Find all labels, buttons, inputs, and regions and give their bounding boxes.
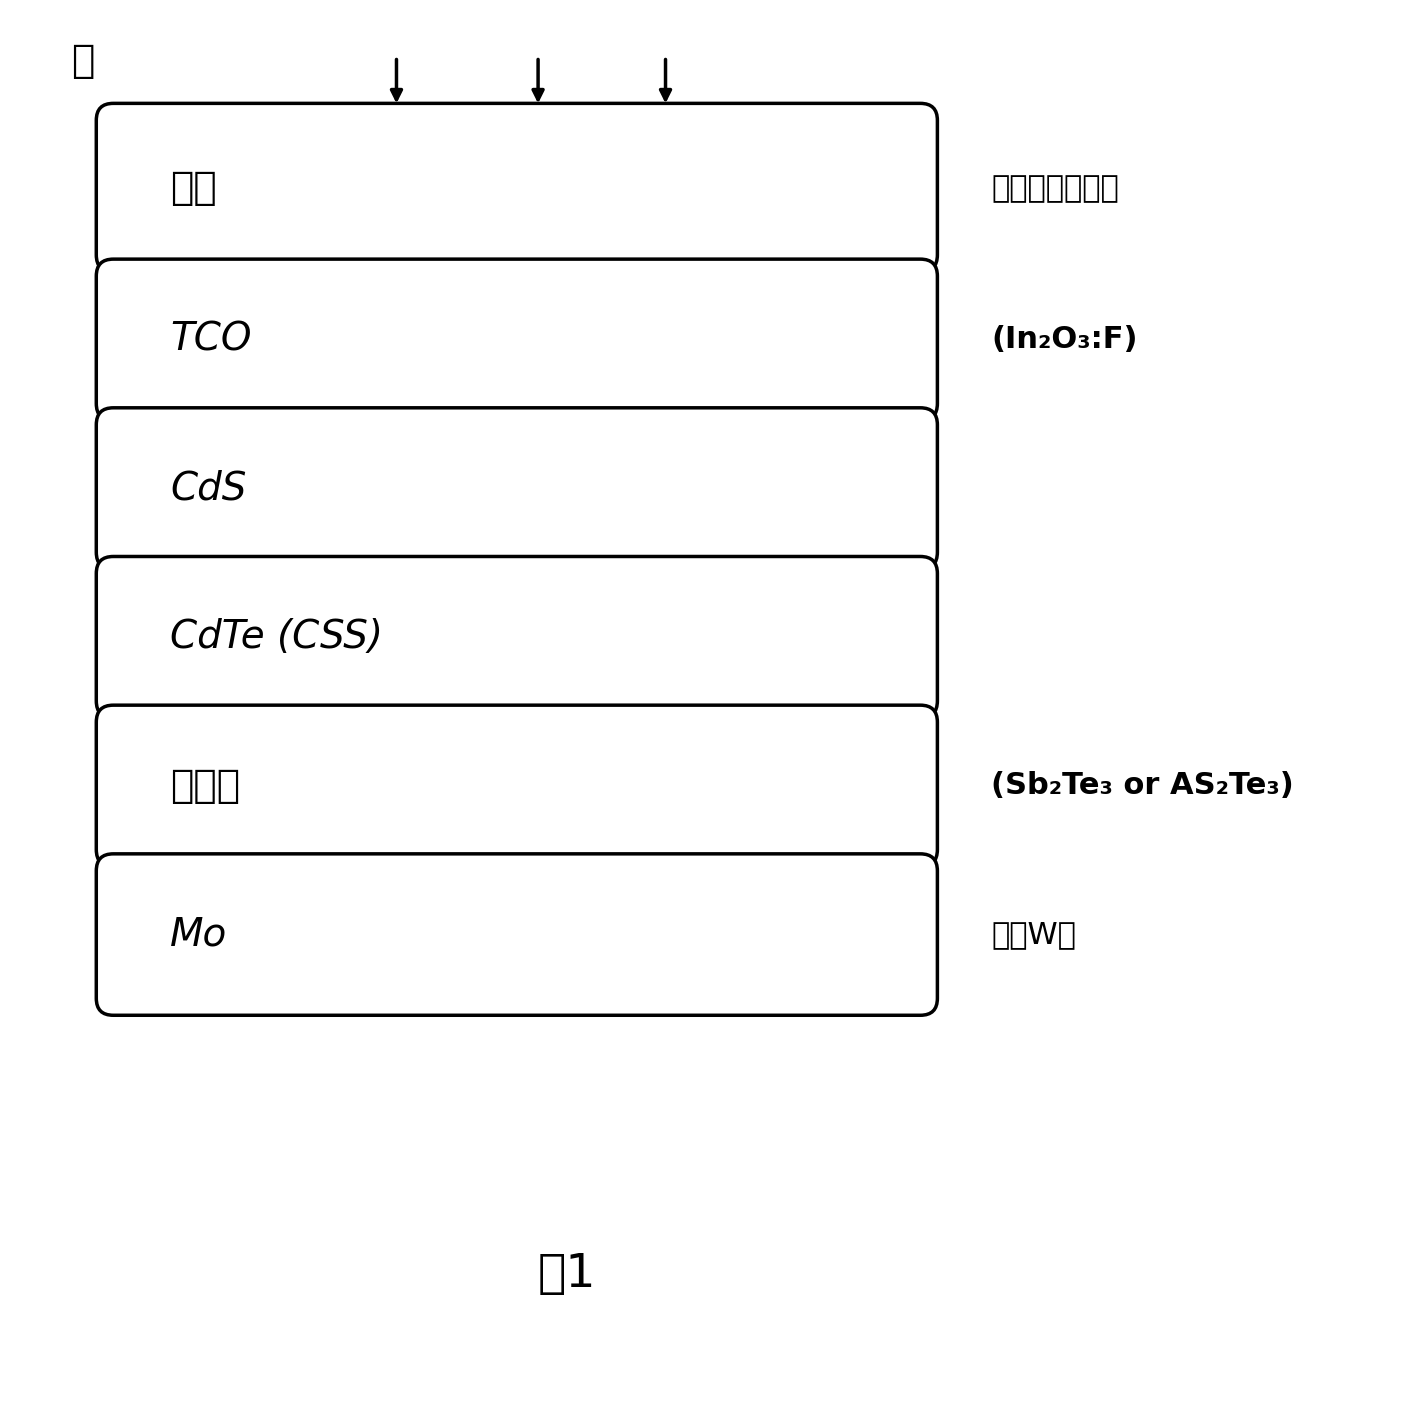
Text: （碱石灰玻璃）: （碱石灰玻璃）: [991, 174, 1119, 202]
FancyBboxPatch shape: [96, 556, 937, 718]
FancyBboxPatch shape: [96, 705, 937, 867]
Text: CdTe (CSS): CdTe (CSS): [170, 619, 382, 656]
FancyBboxPatch shape: [96, 259, 937, 421]
Text: 后触点: 后触点: [170, 767, 241, 804]
Text: 衬底: 衬底: [170, 169, 217, 207]
Text: (Sb₂Te₃ or AS₂Te₃): (Sb₂Te₃ or AS₂Te₃): [991, 772, 1294, 800]
Text: CdS: CdS: [170, 470, 246, 507]
FancyBboxPatch shape: [96, 408, 937, 569]
Text: Mo: Mo: [170, 916, 227, 953]
Text: （或W）: （或W）: [991, 920, 1076, 949]
Text: 光: 光: [71, 42, 95, 81]
Text: (In₂O₃:F): (In₂O₃:F): [991, 326, 1137, 354]
FancyBboxPatch shape: [96, 103, 937, 272]
Text: TCO: TCO: [170, 321, 252, 358]
FancyBboxPatch shape: [96, 854, 937, 1015]
Text: 图1: 图1: [537, 1252, 596, 1297]
